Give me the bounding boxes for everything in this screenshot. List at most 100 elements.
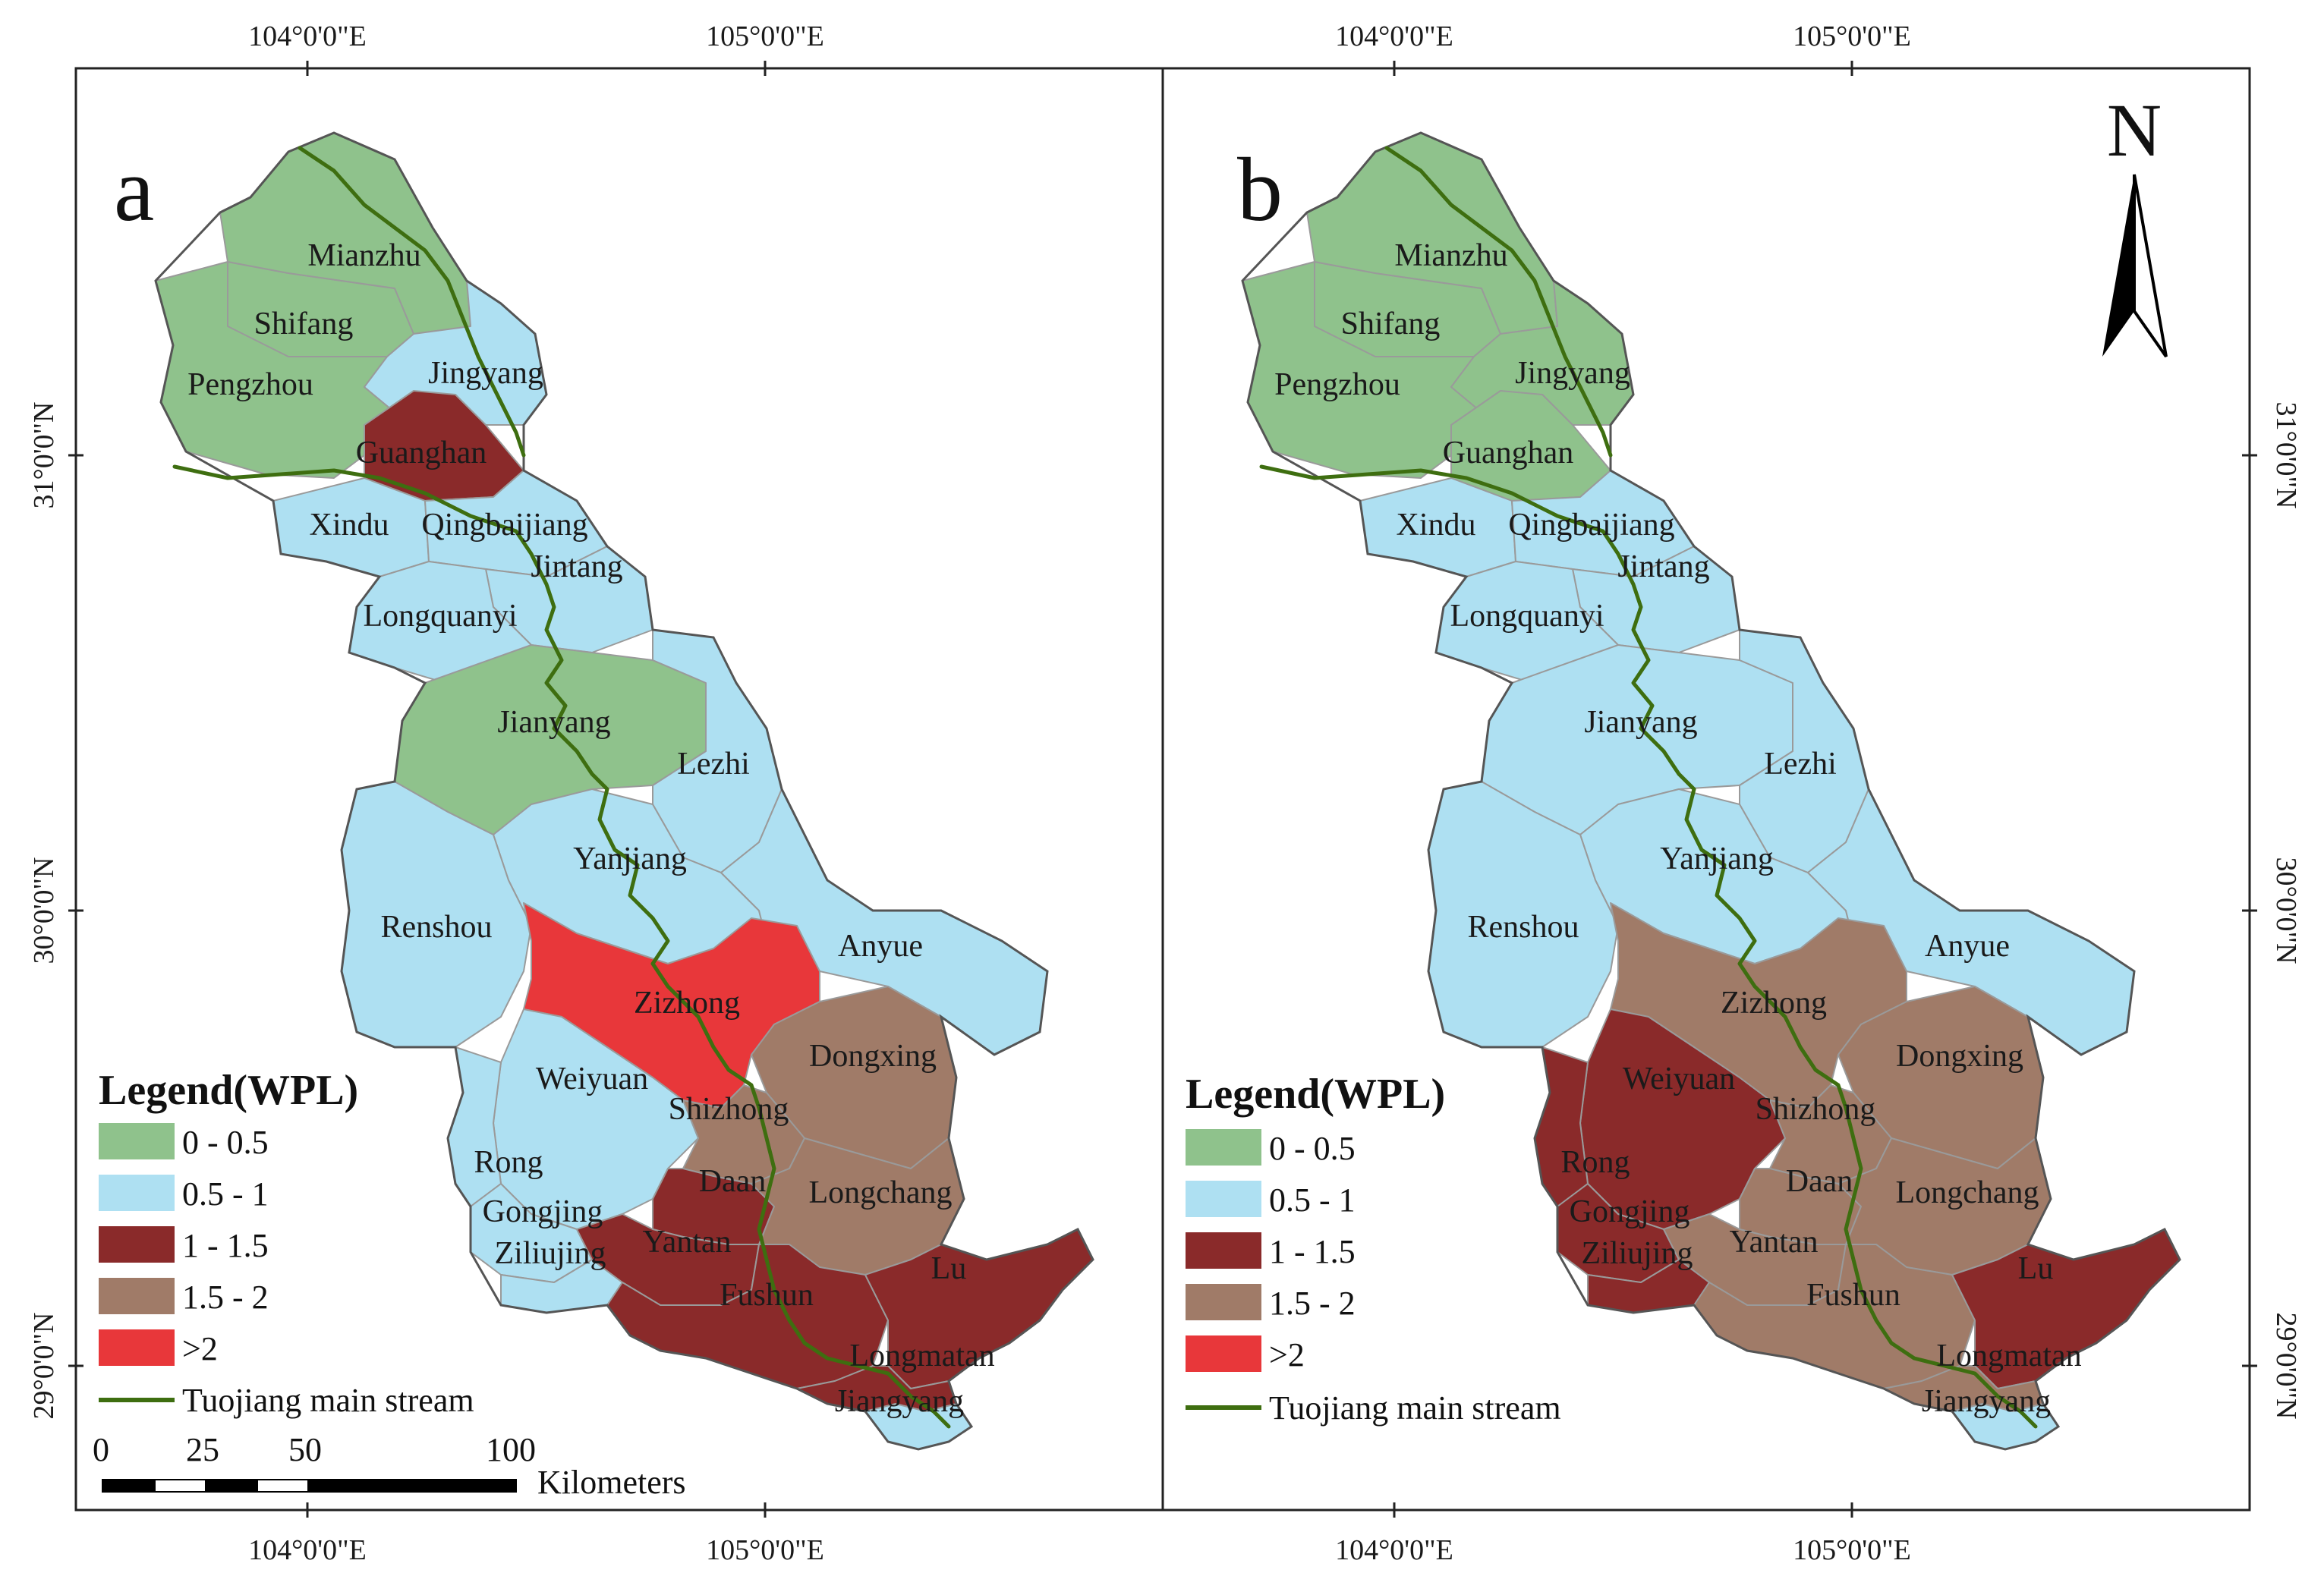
- county-label-daan-b: Daan: [1786, 1164, 1853, 1199]
- county-label-zizhong-a: Zizhong: [634, 986, 740, 1021]
- panel-b-letter: b: [1237, 139, 1283, 240]
- panel-a-legend-item-5: >2: [182, 1330, 218, 1367]
- county-label-fushun-b: Fushun: [1806, 1278, 1900, 1313]
- county-label-yantan-a: Yantan: [642, 1225, 731, 1260]
- panel-a-legend-river-label: Tuojiang main stream: [182, 1382, 474, 1419]
- county-label-shizhong-b: Shizhong: [1756, 1092, 1876, 1127]
- panel-b-legend-swatch-1: [1186, 1129, 1261, 1166]
- county-label-lu-a: Lu: [931, 1251, 967, 1286]
- county-label-dongxing-a: Dongxing: [809, 1039, 937, 1074]
- label-b-bottom-lon1: 104°0'0"E: [1335, 1534, 1453, 1566]
- scale-bar-unit: Kilometers: [537, 1464, 686, 1501]
- county-label-longchang-b: Longchang: [1896, 1175, 2039, 1210]
- county-label-xindu-a: Xindu: [310, 508, 389, 543]
- county-label-jiangyang-a: Jiangyang: [835, 1384, 964, 1419]
- panel-b-legend-item-4: 1.5 - 2: [1269, 1285, 1356, 1322]
- panel-b-legend-item-2: 0.5 - 1: [1269, 1181, 1356, 1219]
- county-label-xindu-b: Xindu: [1397, 508, 1476, 543]
- panel-b-legend-river-label: Tuojiang main stream: [1269, 1389, 1561, 1427]
- county-label-jingyang-a: Jingyang: [428, 356, 543, 391]
- label-a-bottom-lon1: 104°0'0"E: [248, 1534, 367, 1566]
- county-label-jingyang-b: Jingyang: [1515, 356, 1630, 391]
- label-right-lat2: 30°0'0"N: [2270, 857, 2302, 964]
- scale-bar: 0 25 50 100 Kilometers: [93, 1431, 686, 1501]
- county-label-longchang-a: Longchang: [809, 1175, 953, 1210]
- scale-tick-0: 0: [93, 1431, 109, 1468]
- scale-bar-seg-2: [205, 1480, 258, 1492]
- label-left-lat1: 31°0'0"N: [28, 402, 60, 509]
- panel-a-legend: Legend(WPL) 0 - 0.5 0.5 - 1 1 - 1.5 1.5 …: [99, 1067, 474, 1419]
- county-label-jintang-a: Jintang: [531, 549, 622, 584]
- county-label-jiangyang-b: Jiangyang: [1922, 1384, 2051, 1419]
- county-label-zizhong-b: Zizhong: [1721, 986, 1827, 1021]
- panel-b: Mianzhu Shifang Pengzhou Jingyang Guanghan Xi…: [1161, 67, 2251, 1512]
- north-arrow: N: [2102, 88, 2168, 358]
- label-right-lat3: 29°0'0"N: [2270, 1313, 2302, 1420]
- county-label-yantan-b: Yantan: [1729, 1225, 1818, 1260]
- panel-b-legend-swatch-4: [1186, 1284, 1261, 1320]
- panel-b-county-labels: Mianzhu Shifang Pengzhou Jingyang Guanghan Xi…: [1274, 238, 2081, 1419]
- panel-b-legend-item-1: 0 - 0.5: [1269, 1130, 1356, 1167]
- county-label-gongjing-a: Gongjing: [483, 1194, 603, 1229]
- panel-b-legend-item-5: >2: [1269, 1336, 1305, 1373]
- county-label-guanghan-a: Guanghan: [356, 436, 487, 470]
- county-label-shizhong-a: Shizhong: [669, 1092, 789, 1127]
- county-label-yanjiang-b: Yanjiang: [1660, 842, 1774, 876]
- scale-tick-50: 50: [288, 1431, 322, 1468]
- panel-a-legend-item-1: 0 - 0.5: [182, 1124, 269, 1161]
- county-label-qingbaijiang-a: Qingbaijiang: [421, 508, 587, 543]
- county-label-longmatan-b: Longmatan: [1936, 1339, 2081, 1373]
- county-label-lezhi-b: Lezhi: [1764, 747, 1837, 782]
- county-label-longquanyi-a: Longquanyi: [364, 599, 518, 634]
- panel-a-county-labels: Mianzhu Shifang Pengzhou Jingyang Guanghan Xi…: [187, 238, 994, 1419]
- county-label-anyue-a: Anyue: [838, 929, 923, 964]
- panel-a-legend-item-2: 0.5 - 1: [182, 1175, 269, 1213]
- county-label-mianzhu-a: Mianzhu: [307, 238, 420, 273]
- label-b-bottom-lon2: 105°0'0"E: [1793, 1534, 1911, 1566]
- county-label-renshou-a: Renshou: [381, 910, 493, 945]
- county-label-rong-b: Rong: [1560, 1145, 1630, 1180]
- north-arrow-light-half: [2133, 174, 2168, 358]
- scale-tick-100: 100: [486, 1431, 536, 1468]
- label-a-bottom-lon2: 105°0'0"E: [706, 1534, 824, 1566]
- north-arrow-label: N: [2107, 88, 2162, 172]
- panel-b-legend-swatch-5: [1186, 1335, 1261, 1372]
- county-label-ziliujing-b: Ziliujing: [1582, 1236, 1693, 1271]
- county-label-weiyuan-a: Weiyuan: [536, 1062, 648, 1096]
- label-b-top-lon2: 105°0'0"E: [1793, 20, 1911, 52]
- north-arrow-dark-half: [2102, 175, 2134, 357]
- panel-a: Mianzhu Shifang Pengzhou Jingyang Guanghan Xi…: [74, 67, 1164, 1512]
- panel-b-legend-item-3: 1 - 1.5: [1269, 1233, 1356, 1270]
- county-label-ziliujing-a: Ziliujing: [495, 1236, 606, 1271]
- panel-b-legend-swatch-3: [1186, 1232, 1261, 1269]
- label-right-lat1: 31°0'0"N: [2270, 402, 2302, 509]
- panel-a-legend-title: Legend(WPL): [99, 1067, 358, 1114]
- panel-b-legend: Legend(WPL) 0 - 0.5 0.5 - 1 1 - 1.5 1.5 …: [1186, 1071, 1561, 1427]
- county-label-guanghan-b: Guanghan: [1443, 436, 1574, 470]
- scale-tick-25: 25: [186, 1431, 219, 1468]
- county-label-longquanyi-b: Longquanyi: [1450, 599, 1604, 634]
- label-a-top-lon1: 104°0'0"E: [248, 20, 367, 52]
- county-label-pengzhou-a: Pengzhou: [187, 367, 313, 402]
- panel-a-legend-item-4: 1.5 - 2: [182, 1279, 269, 1316]
- label-left-lat3: 29°0'0"N: [28, 1313, 60, 1420]
- county-label-gongjing-b: Gongjing: [1570, 1194, 1690, 1229]
- county-label-jianyang-a: Jianyang: [497, 705, 610, 740]
- county-label-lezhi-a: Lezhi: [677, 747, 750, 782]
- scale-bar-seg-3: [307, 1480, 516, 1492]
- county-label-shifang-a: Shifang: [254, 307, 354, 341]
- county-label-jintang-b: Jintang: [1617, 549, 1709, 584]
- county-label-shifang-b: Shifang: [1341, 307, 1441, 341]
- panel-a-legend-swatch-4: [99, 1278, 175, 1314]
- county-label-renshou-b: Renshou: [1468, 910, 1579, 945]
- county-label-qingbaijiang-b: Qingbaijiang: [1508, 508, 1674, 543]
- panel-b-frame: [1161, 67, 2251, 1512]
- county-label-lu-b: Lu: [2018, 1251, 2054, 1286]
- label-left-lat2: 30°0'0"N: [28, 857, 60, 964]
- county-label-weiyuan-b: Weiyuan: [1623, 1062, 1735, 1096]
- label-b-top-lon1: 104°0'0"E: [1335, 20, 1453, 52]
- county-label-dongxing-b: Dongxing: [1896, 1039, 2023, 1074]
- county-label-pengzhou-b: Pengzhou: [1274, 367, 1400, 402]
- panel-b-legend-swatch-2: [1186, 1181, 1261, 1217]
